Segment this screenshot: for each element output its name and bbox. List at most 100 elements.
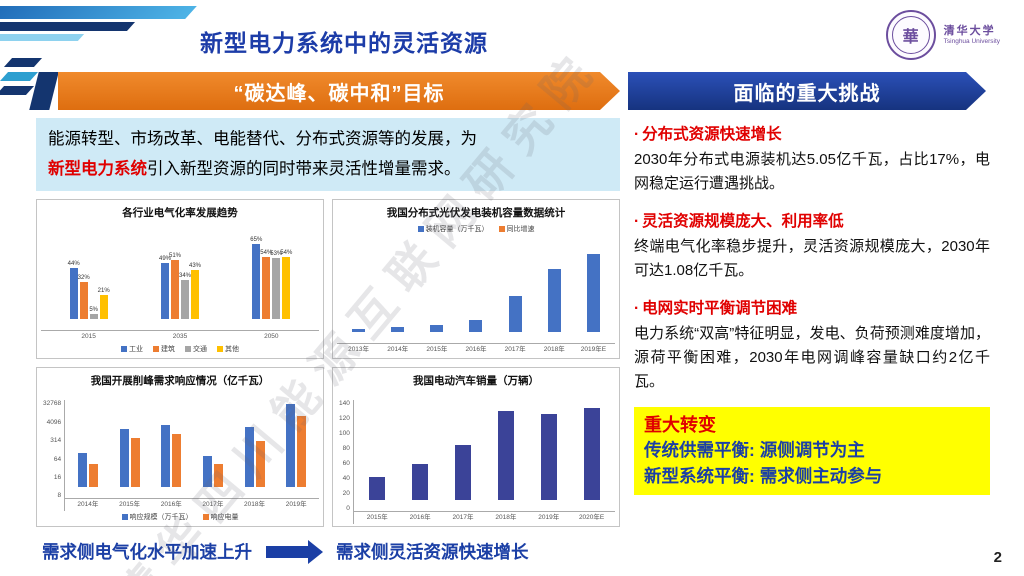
bar-value-label: 44%: [67, 261, 80, 268]
bars: [484, 400, 527, 512]
bullet-icon: ·: [634, 213, 640, 230]
x-axis-label: 2015年: [366, 514, 388, 522]
logo-name: 清华大学: [943, 24, 996, 37]
x-axis-label: 2016年: [160, 501, 182, 509]
bars: [535, 245, 574, 344]
bar: [77, 453, 87, 488]
bar: 65%: [250, 237, 262, 320]
legend-label: 其他: [225, 346, 239, 354]
bar-value-label: 54%: [280, 249, 293, 256]
bar: [586, 254, 600, 333]
y-tick-label: 16: [53, 473, 62, 481]
deco-chevron: [0, 86, 35, 95]
bar: 21%: [98, 288, 110, 320]
bar: 34%: [179, 273, 191, 320]
bar-value-label: 49%: [158, 255, 171, 262]
bar-value-label: 54%: [260, 249, 273, 256]
plot-row: 32768 4096 314 64 16 8 2014年 2015年 2016年 2017年 201…: [41, 391, 319, 512]
transformation-line1: 传统供需平衡: 源侧调节为主: [644, 440, 865, 461]
chart: 装机容量（万千瓦） 同比增速 2013年 2014年 2015年 2016年 2017年 20…: [337, 223, 615, 356]
challenge-item-distributed-growth: · 分布式资源快速增长 2030年分布式电源装机达5.05亿千瓦，占比17%，电网…: [634, 122, 990, 196]
y-tick-label: 80: [342, 445, 350, 453]
bar-group: 2017年: [496, 245, 535, 356]
legend-label: 装机容量（万千瓦）: [425, 226, 489, 234]
challenge-item-grid-balance: · 电网实时平衡调节困难 电力系统“双高”特征明显，发电、负荷预测难度增加，源荷平…: [634, 296, 990, 394]
legend-label: 交通: [193, 346, 207, 354]
y-tick-label: 60: [342, 460, 350, 468]
bar: [119, 428, 129, 488]
page-title: 新型电力系统中的灵活资源: [200, 30, 488, 56]
legend-swatch-icon: [185, 346, 191, 353]
x-axis-label: 2018年: [495, 514, 517, 522]
bar: 54%: [280, 250, 292, 320]
bars: [574, 245, 613, 344]
bar-value-label: 32%: [77, 275, 90, 282]
bar: 49%: [159, 256, 171, 320]
legend-item: 响应规模（万千瓦）: [121, 512, 193, 522]
plot-area: 44% 32% 5% 21% 2015 49% 51% 34% 43% 2035 65% 54% 53%…: [41, 232, 319, 343]
challenge-title: · 分布式资源快速增长: [634, 122, 990, 144]
chart-legend: 装机容量（万千瓦） 同比增速: [337, 223, 615, 236]
bars: [275, 400, 317, 499]
bar-group: 2015年: [356, 400, 399, 524]
legend-item: 同比增速: [498, 224, 535, 234]
y-tick-label: 32768: [43, 400, 62, 408]
bar-group: 2018年: [234, 400, 276, 511]
legend-swatch-icon: [217, 346, 223, 353]
bar: [213, 464, 223, 488]
challenge-body: 2030年分布式电源装机达5.05亿千瓦，占比17%，电网稳定运行遭遇挑战。: [634, 151, 990, 192]
x-axis-label: 2050: [264, 333, 279, 341]
bar-group: 2019年E: [574, 245, 613, 356]
transformation-line2: 新型系统平衡: 需求侧主动参与: [644, 465, 883, 486]
chart-title: 我国分布式光伏发电装机容量数据统计: [386, 207, 566, 220]
bar-group: 2015年: [109, 400, 151, 511]
plot-area: 2015年 2016年 2017年 2018年 2019年 2020年E: [352, 400, 616, 525]
legend-swatch-icon: [417, 226, 424, 233]
legend-item: 响应电量: [202, 512, 239, 522]
y-tick-label: 20: [342, 490, 350, 498]
bar: 5%: [89, 307, 98, 320]
challenge-item-flexible-resources: · 灵活资源规模庞大、利用率低 终端电气化率稳步提升，灵活资源规模庞大，2030年…: [634, 209, 990, 283]
y-tick-label: 120: [339, 415, 350, 423]
legend-swatch-icon: [153, 346, 159, 353]
legend-item: 工业: [121, 344, 143, 354]
bar: [497, 410, 514, 501]
challenge-title-text: 电网实时平衡调节困难: [642, 300, 798, 317]
bars: [417, 245, 456, 344]
bar: [455, 444, 471, 501]
bar-group: 2013年: [339, 245, 378, 356]
legend-swatch-icon: [121, 514, 128, 521]
bar-group: 2014年: [378, 245, 417, 356]
challenge-title: · 电网实时平衡调节困难: [634, 296, 990, 318]
page-number: 2: [993, 549, 1002, 566]
logo-subtitle: Tsinghua University: [943, 37, 1000, 45]
bar-group: 2016年: [399, 400, 442, 524]
chart-title: 我国开展削峰需求响应情况（亿千瓦）: [90, 375, 270, 388]
chart-panel-electrification: 各行业电气化率发展趋势 44% 32% 5% 21% 2015 49% 51% 34% 43% 2…: [36, 199, 324, 360]
bar-group: 2018年: [484, 400, 527, 524]
bar-value-label: 43%: [188, 262, 201, 269]
bars: [496, 245, 535, 344]
legend-item: 其他: [217, 344, 239, 354]
bar: 43%: [189, 263, 201, 320]
bar-group: 2017年: [192, 400, 234, 511]
banner-challenges: 面临的重大挑战: [628, 72, 986, 110]
deco-chevron: [3, 58, 43, 67]
bars: [570, 400, 613, 512]
legend-label: 同比增速: [506, 226, 535, 234]
arrow-right-icon: [266, 539, 323, 564]
x-axis-label: 2014年: [387, 346, 409, 354]
distributed-pv-chart: 装机容量（万千瓦） 同比增速 2013年 2014年 2015年 2016年 2017年 20…: [337, 223, 615, 356]
legend-label: 响应规模（万千瓦）: [129, 514, 193, 522]
bar: 54%: [260, 250, 272, 320]
chart-panel-ev-sales: 我国电动汽车销量（万辆） 140 120 100 80 60 40 20 0 2015年 2016…: [332, 367, 620, 528]
bar: [244, 427, 254, 488]
x-axis-label: 2017年: [452, 514, 474, 522]
banner-left-label: “碳达峰、碳中和”目标: [233, 82, 445, 105]
deco-stripe: [0, 34, 85, 41]
chart-title: 我国电动汽车销量（万辆）: [413, 375, 539, 388]
bars: [339, 245, 378, 344]
bars: 44% 32% 5% 21%: [43, 232, 134, 331]
x-axis-label: 2019年: [285, 501, 307, 509]
legend-item: 装机容量（万千瓦）: [417, 224, 489, 234]
